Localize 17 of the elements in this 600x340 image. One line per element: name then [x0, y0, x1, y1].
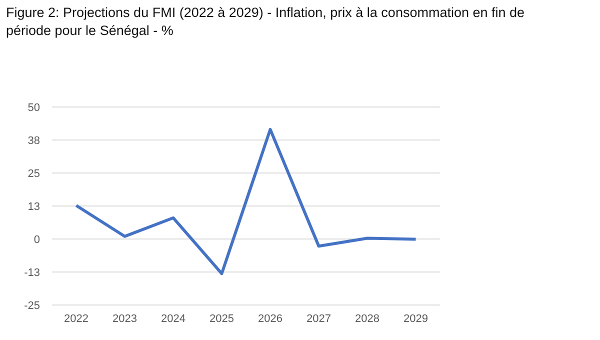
x-tick-label: 2027 [306, 313, 331, 325]
x-tick-label: 2023 [112, 313, 137, 325]
x-tick-label: 2028 [355, 313, 380, 325]
y-tick-label: 0 [34, 234, 40, 246]
x-tick-label: 2029 [404, 313, 428, 325]
x-tick-label: 2026 [258, 313, 282, 325]
x-tick-label: 2025 [210, 313, 234, 325]
y-tick-label: -25 [24, 300, 40, 312]
y-tick-label: -13 [24, 266, 40, 279]
x-tick-label: 2022 [64, 313, 88, 325]
y-tick-label: 38 [28, 134, 40, 147]
y-tick-label: 50 [28, 102, 40, 114]
y-tick-label: 13 [28, 200, 40, 213]
chart-title: Figure 2: Projections du FMI (2022 à 2029) - Inflation, prix à la consommation en fin de période pour le Sénégal - % [6, 4, 526, 40]
line-series [74, 128, 418, 276]
y-tick-label: 25 [28, 168, 40, 180]
x-tick-label: 2024 [161, 313, 186, 325]
